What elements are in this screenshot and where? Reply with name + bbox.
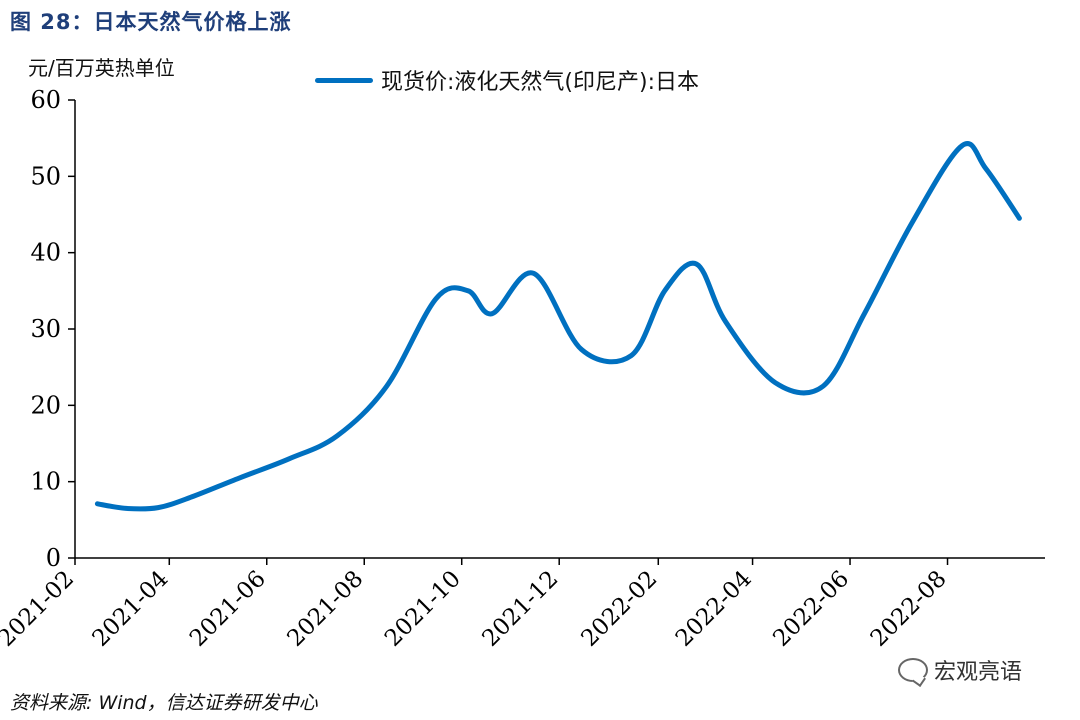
x-tick-label: 2022-02: [577, 566, 663, 652]
chart-axes: 0 10 20 30 40 50 60 2021-02 2021-04 2021-06 2021-0…: [0, 86, 1045, 652]
data-point: [385, 384, 389, 388]
data-point: [490, 312, 494, 316]
x-tick-label: 2022-08: [866, 566, 952, 652]
data-point: [910, 220, 914, 224]
data-point: [466, 289, 470, 293]
x-tick-label: 2022-04: [671, 566, 757, 652]
data-point: [629, 354, 633, 358]
legend-swatch: [315, 77, 373, 83]
data-point: [95, 502, 99, 506]
data-point: [238, 476, 242, 480]
data-point: [960, 144, 964, 148]
y-tick-label: 0: [46, 544, 61, 572]
watermark-text: 宏观亮语: [934, 660, 1023, 685]
data-point: [862, 312, 866, 316]
x-tick-label: 2021-10: [380, 566, 466, 652]
data-point: [580, 348, 584, 352]
data-point: [287, 457, 291, 461]
series-line-0: [94, 141, 1022, 512]
y-tick-label: 40: [30, 239, 61, 267]
data-point: [723, 319, 727, 323]
x-tick-label: 2021-12: [477, 566, 563, 652]
data-point: [1017, 216, 1021, 220]
y-axis-unit-label: 元/百万英热单位: [28, 56, 175, 80]
x-tick-label: 2022-06: [768, 566, 854, 652]
data-point: [821, 384, 825, 388]
chart-plot-area: [94, 141, 1022, 512]
y-tick-label: 10: [30, 468, 61, 496]
y-tick-label: 20: [30, 391, 61, 419]
data-point: [532, 271, 536, 275]
x-tick-label: 2021-06: [185, 566, 271, 652]
figure-title: 图 28：日本天然气价格上涨: [10, 10, 292, 34]
wechat-icon: [898, 658, 928, 682]
source-note: 资料来源: Wind，信达证券研发中心: [10, 692, 318, 714]
data-point: [124, 506, 128, 510]
legend: 现货价:液化天然气(印尼产):日本: [315, 64, 699, 96]
y-tick-label: 30: [30, 315, 61, 343]
data-point: [335, 434, 339, 438]
data-point: [156, 506, 160, 510]
data-point: [984, 167, 988, 171]
x-tick-label: 2021-04: [88, 566, 174, 652]
legend-label: 现货价:液化天然气(印尼产):日本: [381, 70, 699, 95]
data-point: [190, 495, 194, 499]
data-point: [695, 262, 699, 266]
data-point: [773, 380, 777, 384]
y-tick-label: 50: [30, 162, 61, 190]
watermark: 宏观亮语: [898, 654, 1022, 686]
x-tick-label: 2021-02: [0, 566, 79, 652]
data-point: [663, 289, 667, 293]
x-tick-label: 2021-08: [283, 566, 369, 652]
y-tick-label: 60: [30, 86, 61, 114]
data-point: [434, 297, 438, 301]
